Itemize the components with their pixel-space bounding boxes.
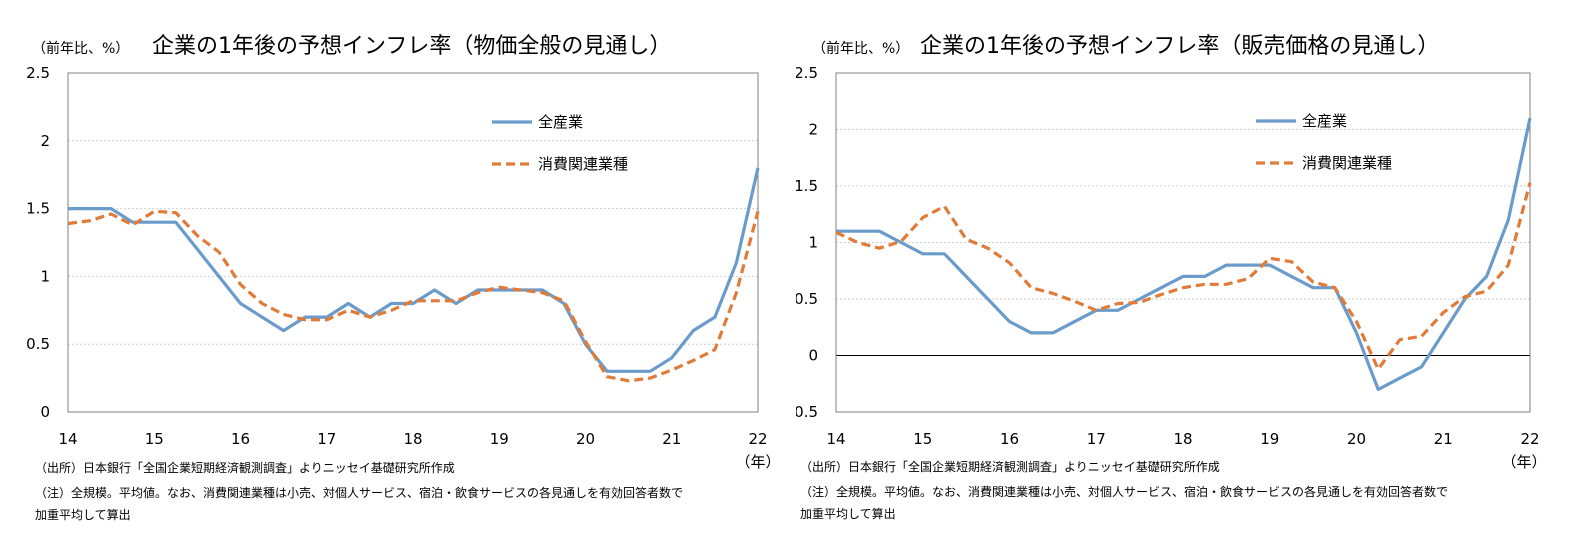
- y-tick-label: 1.5: [26, 200, 50, 218]
- x-tick-label: 14: [826, 430, 845, 448]
- x-tick-label: 15: [913, 430, 932, 448]
- y-tick-label: 0: [808, 347, 818, 365]
- legend-label: 消費関連業種: [1302, 154, 1392, 172]
- series-line-all-industries: [68, 167, 760, 373]
- x-tick-label: 16: [1000, 430, 1019, 448]
- chart-title: 企業の1年後の予想インフレ率（物価全般の見通し）: [152, 34, 672, 59]
- footnote-line-2: 加重平均して算出: [35, 508, 131, 522]
- y-tick-label: 2: [40, 132, 50, 150]
- legend-label: 消費関連業種: [538, 155, 628, 173]
- y-tick-label: -0.5: [796, 403, 818, 421]
- y-tick-label: 1.5: [796, 177, 818, 195]
- y-tick-label: 2: [808, 121, 818, 139]
- x-tick-label: 17: [1087, 430, 1106, 448]
- line-chart-selling-price-outlook: -0.5 0 0.5 1 1.5 2 2.5 14 15 16 17 18 19 20 21 22 （年） 全産業…: [796, 64, 1547, 471]
- chart-panel-right: （前年比、%） 企業の1年後の予想インフレ率（販売価格の見通し） -0.5 0 0.…: [796, 0, 1592, 554]
- x-tick-label: 14: [58, 430, 77, 448]
- x-tick-label: 17: [317, 430, 336, 448]
- chart-panel-left: （前年比、%） 企業の1年後の予想インフレ率（物価全般の見通し） 0 0.5 1 1.…: [26, 34, 780, 522]
- x-tick-label: 18: [1173, 430, 1192, 448]
- y-tick-label: 1: [40, 267, 50, 285]
- series-line-all-industries: [836, 117, 1532, 391]
- series-line-consumer: [67, 209, 760, 383]
- y-tick-label: 0: [40, 403, 50, 421]
- x-tick-label: 15: [145, 430, 164, 448]
- legend-label: 全産業: [538, 113, 583, 131]
- x-tick-label: 21: [1434, 430, 1453, 448]
- y-unit-label: （前年比、%）: [812, 41, 910, 57]
- plot-area-frame: [835, 72, 1531, 413]
- footnote-line-1: （注）全規模。平均値。なお、消費関連業種は小売、対個人サービス、宿泊・飲食サービ…: [800, 485, 1449, 499]
- x-tick-label: 20: [576, 430, 595, 448]
- footnote-line-2: 加重平均して算出: [800, 507, 896, 521]
- series-line-consumer: [835, 182, 1532, 371]
- y-tick-label: 0.5: [26, 335, 50, 353]
- y-tick-label: 2.5: [796, 64, 818, 82]
- x-tick-label: 19: [1260, 430, 1279, 448]
- x-tick-label: 22: [748, 430, 767, 448]
- source-note: （出所）日本銀行「全国企業短期経済観測調査」よりニッセイ基礎研究所作成: [800, 460, 1220, 474]
- x-tick-label: 20: [1347, 430, 1366, 448]
- x-tick-label: 22: [1520, 430, 1539, 448]
- x-tick-label: 19: [490, 430, 509, 448]
- y-tick-label: 0.5: [796, 290, 818, 308]
- x-axis-unit: （年）: [735, 453, 780, 471]
- chart-title: 企業の1年後の予想インフレ率（販売価格の見通し）: [920, 34, 1440, 59]
- plot-area-frame: [67, 72, 759, 413]
- x-tick-label: 16: [231, 430, 250, 448]
- x-tick-label: 18: [403, 430, 422, 448]
- y-unit-label: （前年比、%）: [32, 41, 130, 57]
- x-tick-label: 21: [662, 430, 681, 448]
- y-tick-label: 2.5: [26, 64, 50, 82]
- x-axis-unit: （年）: [1501, 453, 1546, 471]
- footnote-line-1: （注）全規模。平均値。なお、消費関連業種は小売、対個人サービス、宿泊・飲食サービ…: [35, 486, 684, 500]
- source-note: （出所）日本銀行「全国企業短期経済観測調査」よりニッセイ基礎研究所作成: [35, 461, 455, 475]
- legend-label: 全産業: [1302, 112, 1347, 130]
- line-chart-price-outlook: 0 0.5 1 1.5 2 2.5 14 15 16 17 18 19 20 21 22 （年） 全産業消費関連…: [26, 64, 780, 471]
- y-tick-label: 1: [808, 234, 818, 252]
